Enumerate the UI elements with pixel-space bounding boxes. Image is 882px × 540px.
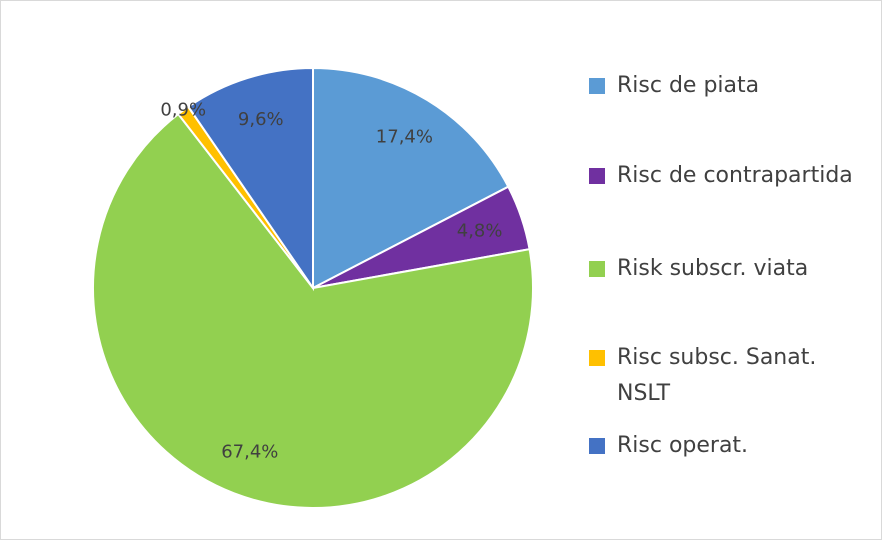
legend-swatch — [589, 350, 605, 366]
legend-label: Risc operat. — [617, 433, 749, 458]
legend-label: Risc subsc. Sanat. NSLT — [617, 345, 817, 406]
legend-item: Risc de piata — [587, 68, 867, 104]
pie-slice — [186, 66, 314, 292]
data-label: 9,6% — [238, 109, 284, 130]
legend-swatch — [589, 261, 605, 277]
legend-label: Risc de piata — [617, 73, 760, 98]
legend-item: Risc de contrapartida — [587, 158, 867, 194]
pie-slice — [312, 66, 510, 290]
legend-label: Risk subscr. viata — [617, 256, 809, 281]
data-label: 0,9% — [160, 99, 206, 120]
legend-label: Risc de contrapartida — [617, 163, 853, 188]
data-label: 17,4% — [376, 127, 433, 148]
legend-item: Risk subscr. viata — [587, 251, 867, 287]
legend-item: Risc subsc. Sanat. NSLT — [587, 340, 867, 412]
pie-slice — [92, 112, 534, 509]
data-label: 4,8% — [457, 220, 503, 241]
data-label: 67,4% — [221, 441, 278, 462]
legend-item: Risc operat. — [587, 428, 867, 464]
legend-swatch — [589, 438, 605, 454]
legend-swatch — [589, 168, 605, 184]
legend-swatch — [589, 78, 605, 94]
